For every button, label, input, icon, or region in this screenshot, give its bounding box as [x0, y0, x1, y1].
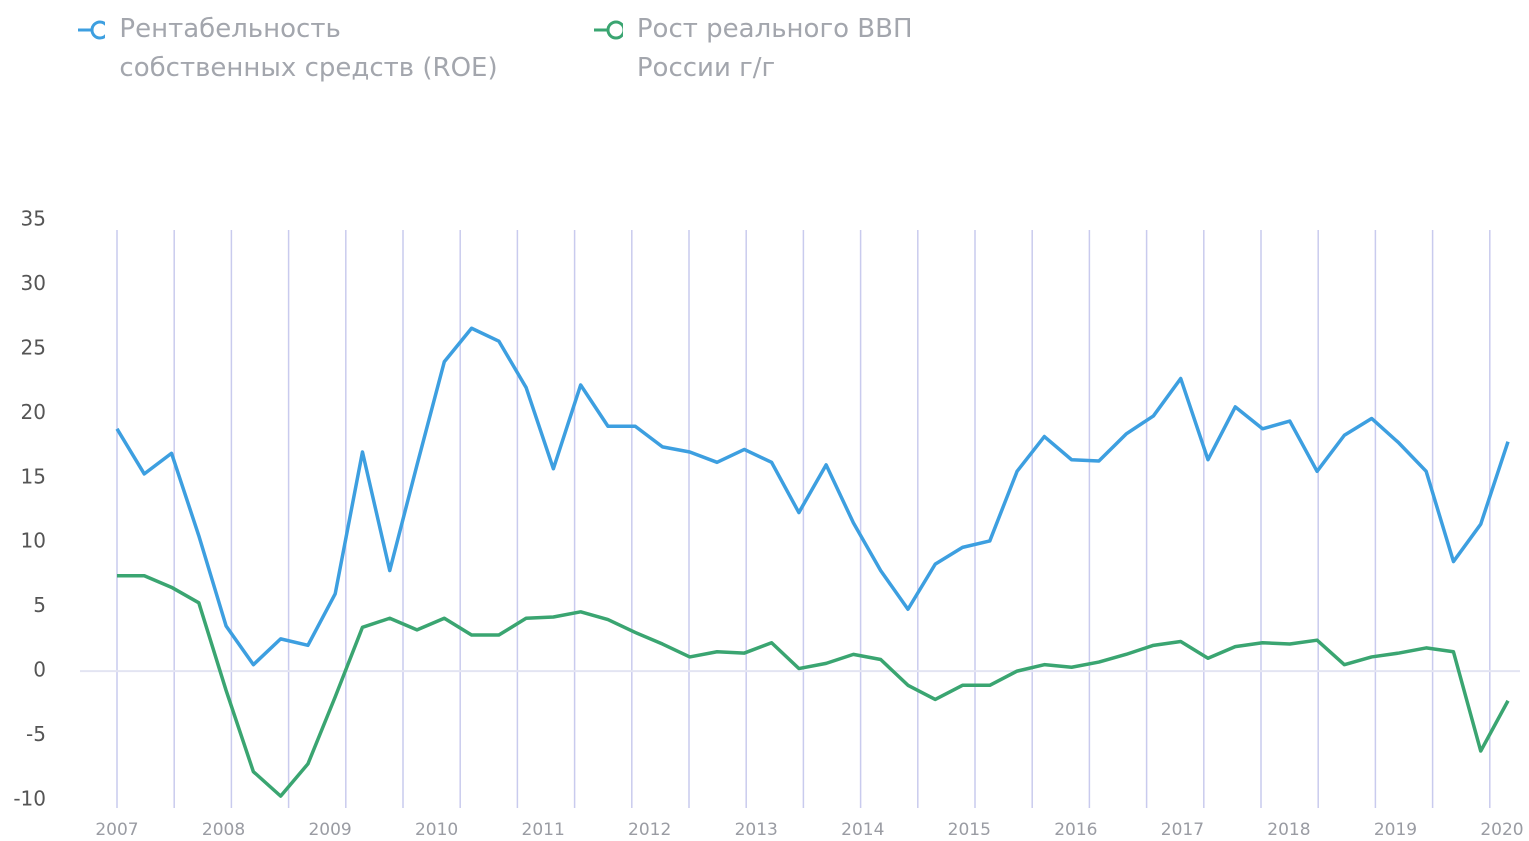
- legend-label: Рост реального ВВП России г/г: [636, 14, 913, 83]
- legend-item: Рентабельность собственных средств (ROE): [78, 10, 498, 88]
- legend-icon: [78, 20, 106, 40]
- x-tick-label: 2009: [308, 820, 351, 840]
- x-tick-label: 2011: [522, 820, 565, 840]
- y-tick-label: 20: [21, 400, 46, 424]
- x-tick-label: 2007: [95, 820, 138, 840]
- series-line: [115, 326, 1510, 667]
- y-tick-label: 30: [21, 271, 46, 295]
- legend-item: Рост реального ВВП России г/г: [594, 10, 914, 88]
- x-tick-label: 2018: [1267, 820, 1310, 840]
- x-tick-label: 2008: [202, 820, 245, 840]
- y-tick-label: -5: [26, 722, 46, 746]
- legend-label: Рентабельность собственных средств (ROE): [119, 14, 498, 83]
- x-tick-label: 2016: [1054, 820, 1097, 840]
- x-tick-label: 2014: [841, 820, 884, 840]
- x-tick-label: 2012: [628, 820, 671, 840]
- series-line: [117, 573, 1510, 798]
- y-tick-label: 10: [21, 529, 46, 553]
- x-tick-label: 2017: [1161, 820, 1204, 840]
- x-tick-label: 2020: [1480, 820, 1523, 840]
- legend-icon: [594, 20, 623, 40]
- y-tick-label: -10: [13, 787, 46, 811]
- y-tick-label: 35: [21, 207, 46, 231]
- x-tick-label: 2015: [948, 820, 991, 840]
- x-tick-label: 2010: [415, 820, 458, 840]
- x-tick-label: 2019: [1374, 820, 1417, 840]
- y-tick-label: 25: [21, 335, 46, 359]
- y-tick-label: 0: [33, 658, 46, 682]
- y-tick-label: 5: [33, 593, 46, 617]
- x-tick-label: 2013: [735, 820, 778, 840]
- y-tick-label: 15: [21, 464, 46, 488]
